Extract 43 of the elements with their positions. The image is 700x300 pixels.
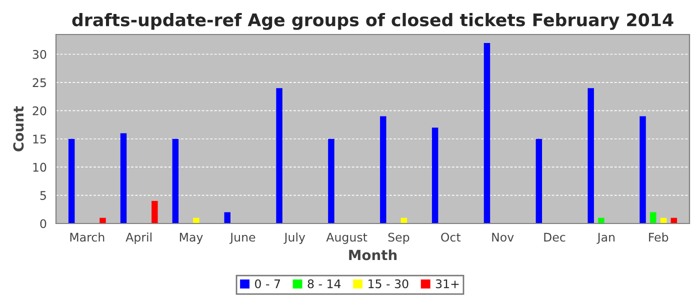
x-tick-label: Jan	[596, 232, 615, 244]
x-tick-label: April	[126, 232, 152, 244]
bar	[598, 218, 604, 224]
y-tick-label: 20	[32, 106, 46, 116]
bar	[152, 200, 158, 224]
y-axis-title: Count	[13, 106, 24, 152]
y-tick-label: 10	[33, 162, 46, 172]
y-tick-label: 15	[33, 134, 46, 144]
bar	[100, 218, 106, 224]
x-tick-label: Sep	[388, 232, 410, 244]
bar	[120, 133, 127, 224]
bar	[68, 138, 75, 224]
bar	[380, 116, 386, 224]
bar	[536, 138, 542, 224]
bar	[224, 212, 230, 224]
bar	[172, 138, 179, 224]
bar	[328, 138, 334, 224]
y-tick-label: 30	[32, 50, 46, 59]
legend-label: 31+	[436, 279, 459, 288]
x-tick-label: August	[326, 232, 368, 244]
y-tick-label: 25	[32, 78, 46, 88]
chart-title: drafts-update-ref Age groups of closed tickets February 2014	[72, 12, 674, 30]
x-tick-label: July	[284, 232, 306, 244]
x-tick-label: Feb	[649, 232, 668, 242]
x-tick-label: June	[229, 232, 256, 244]
bar	[276, 88, 282, 224]
bar	[588, 88, 594, 224]
bar	[650, 212, 656, 224]
y-tick-label: 0	[40, 219, 46, 228]
bar	[193, 218, 200, 224]
legend-label: 0 - 7	[255, 279, 280, 288]
bar	[432, 128, 438, 224]
x-tick-label: Oct	[441, 232, 461, 242]
y-tick-label: 5	[40, 191, 46, 200]
x-tick-label: Dec	[544, 232, 566, 242]
bar	[484, 42, 490, 224]
x-tick-label: Nov	[492, 232, 514, 242]
x-tick-label: March	[70, 232, 104, 242]
x-tick-label: May	[180, 232, 203, 244]
bar	[640, 116, 646, 224]
legend-label: 8 - 14	[308, 279, 341, 288]
x-axis-title: Month	[349, 250, 397, 260]
legend-label: 15 - 30	[368, 279, 408, 288]
